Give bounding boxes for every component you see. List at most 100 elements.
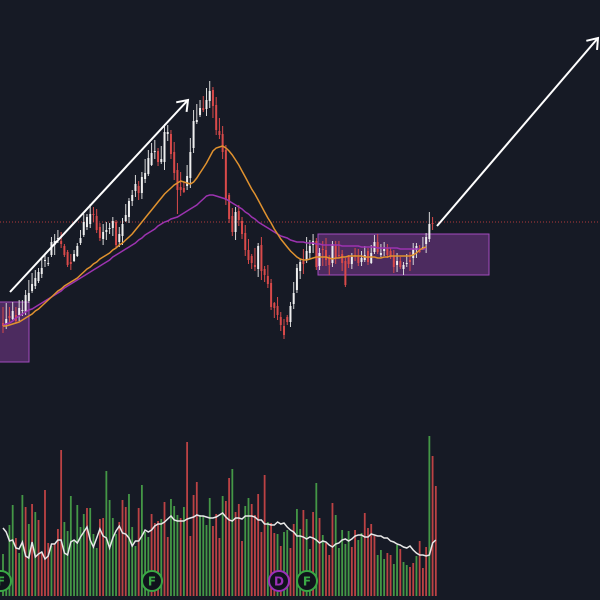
candlestick bbox=[60, 232, 63, 248]
volume-bar bbox=[176, 515, 179, 596]
candle-body bbox=[337, 255, 340, 256]
candlestick bbox=[63, 244, 66, 257]
volume-bar bbox=[192, 495, 195, 596]
candlestick bbox=[18, 300, 21, 321]
volume-bar bbox=[173, 506, 176, 596]
candle-body bbox=[344, 261, 347, 285]
candle-body bbox=[60, 241, 63, 244]
candle-body bbox=[89, 214, 92, 224]
volume-bar bbox=[422, 568, 424, 596]
candlestick bbox=[302, 249, 305, 274]
candlestick bbox=[234, 207, 237, 240]
candlestick bbox=[305, 237, 308, 263]
candle-body bbox=[325, 250, 327, 260]
candlestick bbox=[98, 223, 101, 241]
candlestick bbox=[283, 319, 286, 339]
volume-bar bbox=[140, 485, 143, 596]
moving-averages bbox=[2, 145, 437, 561]
candle-body bbox=[179, 187, 182, 190]
volume-bar bbox=[57, 529, 59, 596]
candle-body bbox=[386, 248, 389, 255]
fast-moving-average-line bbox=[3, 145, 427, 327]
volume-bar bbox=[347, 531, 350, 596]
candle-body bbox=[234, 212, 237, 232]
candlestick bbox=[344, 258, 347, 287]
candlestick bbox=[428, 212, 431, 242]
volume-bar bbox=[79, 527, 82, 596]
volume-bar bbox=[286, 530, 289, 596]
candle-body bbox=[402, 265, 405, 269]
volume-bar bbox=[128, 494, 130, 596]
candle-body bbox=[347, 256, 350, 264]
volume-ma-line bbox=[2, 512, 437, 561]
candlestick bbox=[69, 254, 72, 270]
volume-bar bbox=[218, 538, 221, 596]
event-badge: F bbox=[296, 570, 318, 592]
candlestick bbox=[389, 248, 392, 259]
event-badge: F bbox=[0, 570, 12, 592]
volume-bar bbox=[82, 514, 85, 596]
volume-bar bbox=[428, 436, 431, 596]
volume-bar bbox=[37, 520, 40, 596]
volume-bar bbox=[231, 469, 234, 596]
badge-label: F bbox=[303, 575, 311, 589]
candle-body bbox=[266, 276, 269, 284]
candlestick bbox=[215, 97, 218, 135]
candlestick bbox=[253, 248, 256, 271]
volume-bar bbox=[76, 505, 79, 596]
candlestick bbox=[140, 172, 143, 199]
volume-bar bbox=[215, 514, 218, 596]
candle-body bbox=[305, 251, 308, 260]
candlestick bbox=[182, 182, 185, 193]
volume-bar bbox=[179, 518, 182, 596]
volume-bar bbox=[205, 525, 208, 596]
volume-bar bbox=[328, 555, 331, 596]
candle-body bbox=[428, 224, 431, 239]
volume-bar bbox=[44, 490, 46, 596]
volume-bar bbox=[163, 502, 166, 596]
volume-bar bbox=[418, 541, 421, 596]
candle-body bbox=[202, 108, 205, 110]
volume-bar bbox=[409, 567, 411, 596]
candle-body bbox=[131, 195, 134, 201]
volume-bar bbox=[118, 522, 121, 596]
volume-bar bbox=[399, 549, 402, 596]
volume-bar bbox=[296, 509, 298, 596]
candlestick bbox=[347, 255, 350, 268]
candlestick bbox=[408, 252, 411, 271]
volume-bar bbox=[396, 545, 398, 596]
volume-bar bbox=[66, 531, 69, 596]
candlestick bbox=[202, 96, 205, 112]
volume-bar bbox=[338, 548, 340, 596]
volume-bar bbox=[260, 532, 263, 596]
candlestick bbox=[89, 204, 92, 228]
candle-body bbox=[408, 260, 411, 262]
candle-body bbox=[163, 132, 166, 162]
volume-bar bbox=[354, 530, 356, 596]
volume-bar bbox=[363, 513, 366, 596]
badge-label: D bbox=[274, 575, 284, 589]
candlestick bbox=[276, 297, 279, 320]
volume-bar bbox=[250, 504, 253, 596]
candlesticks bbox=[2, 81, 434, 339]
candlestick bbox=[337, 241, 340, 258]
candlestick bbox=[186, 165, 189, 190]
candlestick bbox=[85, 214, 88, 230]
volume-bar bbox=[208, 498, 211, 596]
candle-body bbox=[418, 251, 421, 252]
candle-body bbox=[308, 246, 311, 253]
candlestick bbox=[208, 81, 211, 108]
candle-body bbox=[118, 234, 121, 242]
candle-body bbox=[144, 173, 147, 179]
candle-body bbox=[228, 195, 231, 219]
volume-bar bbox=[15, 538, 17, 596]
candlestick bbox=[95, 209, 98, 233]
candlestick bbox=[257, 243, 260, 277]
candle-body bbox=[73, 254, 76, 261]
volume-bar bbox=[312, 512, 314, 596]
candle-body bbox=[63, 246, 66, 255]
volume-bar bbox=[212, 526, 214, 596]
volume-bar bbox=[24, 507, 27, 596]
volume-bar bbox=[276, 534, 279, 596]
candle-body bbox=[295, 268, 298, 290]
